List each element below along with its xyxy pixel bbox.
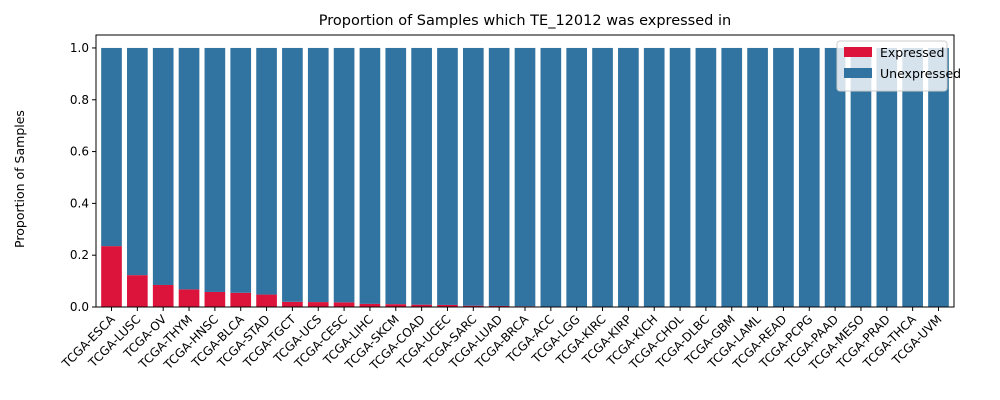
y-tick-label: 0.6 <box>70 145 89 159</box>
chart-title: Proportion of Samples which TE_12012 was… <box>319 13 731 29</box>
bar-expressed-tcga-thym <box>178 289 200 307</box>
bar-expressed-tcga-skcm <box>385 304 407 307</box>
bar-unexpressed-tcga-paad <box>824 47 846 307</box>
bar-unexpressed-tcga-laml <box>747 47 768 307</box>
bar-unexpressed-tcga-lgg <box>566 47 588 307</box>
bar-unexpressed-tcga-pcpg <box>798 47 820 307</box>
bar-unexpressed-tcga-read <box>773 47 794 307</box>
y-tick-label: 1.0 <box>70 41 89 55</box>
legend-label-expressed: Expressed <box>880 45 944 60</box>
bar-expressed-tcga-luad <box>488 305 510 307</box>
bar-expressed-tcga-tgct <box>282 301 303 307</box>
bar-unexpressed-tcga-prad <box>876 47 898 307</box>
legend: Expressed Unexpressed <box>836 40 961 92</box>
bar-expressed-tcga-esca <box>101 246 122 307</box>
bar-unexpressed-tcga-thca <box>902 47 923 307</box>
y-tick-label: 0.2 <box>70 248 89 262</box>
bar-unexpressed-tcga-coad <box>411 47 432 305</box>
bar-unexpressed-tcga-kich <box>643 47 665 307</box>
bar-expressed-tcga-blca <box>230 292 252 307</box>
y-tick-label: 0.0 <box>70 300 89 314</box>
bar-unexpressed-tcga-dlbc <box>695 47 717 307</box>
bar-unexpressed-tcga-hnsc <box>204 47 226 292</box>
bar-unexpressed-tcga-skcm <box>385 47 407 305</box>
bar-unexpressed-tcga-uvm <box>928 47 949 307</box>
bar-unexpressed-tcga-lihc <box>359 47 381 304</box>
bar-unexpressed-tcga-esca <box>101 47 122 247</box>
bar-expressed-tcga-ucs <box>307 302 329 307</box>
bar-unexpressed-tcga-brca <box>514 47 536 307</box>
bar-unexpressed-tcga-tgct <box>282 47 303 302</box>
y-axis: 0.0 0.2 0.4 0.6 0.8 1.0 <box>70 41 96 314</box>
bar-expressed-tcga-cesc <box>333 302 355 307</box>
bar-unexpressed-tcga-kirp <box>618 47 639 307</box>
x-axis: TCGA-ESCATCGA-LUSCTCGA-OVTCGA-THYMTCGA-H… <box>59 307 945 373</box>
bar-unexpressed-tcga-cesc <box>333 47 355 303</box>
y-tick-label: 0.8 <box>70 93 89 107</box>
y-axis-label: Proportion of Samples <box>12 110 27 248</box>
bar-unexpressed-tcga-ucs <box>307 47 329 303</box>
bar-expressed-tcga-stad <box>256 294 277 307</box>
bar-unexpressed-tcga-kirc <box>592 47 613 307</box>
bar-unexpressed-tcga-ucec <box>437 47 458 305</box>
bar-unexpressed-tcga-blca <box>230 47 252 293</box>
bar-unexpressed-tcga-sarc <box>462 47 484 306</box>
legend-swatch-expressed <box>844 47 872 57</box>
bar-unexpressed-tcga-meso <box>850 47 872 307</box>
bar-expressed-tcga-lusc <box>127 275 148 307</box>
bars-group <box>101 47 949 307</box>
bar-unexpressed-tcga-gbm <box>721 47 743 307</box>
legend-label-unexpressed: Unexpressed <box>880 66 961 81</box>
bar-unexpressed-tcga-thym <box>178 47 200 290</box>
legend-swatch-unexpressed <box>844 68 872 78</box>
bar-unexpressed-tcga-lusc <box>127 47 148 276</box>
bar-unexpressed-tcga-luad <box>488 47 510 306</box>
bar-unexpressed-tcga-stad <box>256 47 277 295</box>
bar-expressed-tcga-lihc <box>359 303 381 307</box>
bar-expressed-tcga-sarc <box>462 305 484 307</box>
bar-unexpressed-tcga-acc <box>540 47 562 307</box>
bar-unexpressed-tcga-ov <box>152 47 174 285</box>
bar-expressed-tcga-ucec <box>437 304 458 307</box>
bar-unexpressed-tcga-chol <box>669 47 691 307</box>
bar-expressed-tcga-coad <box>411 304 432 307</box>
bar-expressed-tcga-ov <box>152 284 174 307</box>
y-tick-label: 0.4 <box>70 196 89 210</box>
bar-expressed-tcga-hnsc <box>204 291 226 307</box>
plot-frame <box>95 34 955 308</box>
